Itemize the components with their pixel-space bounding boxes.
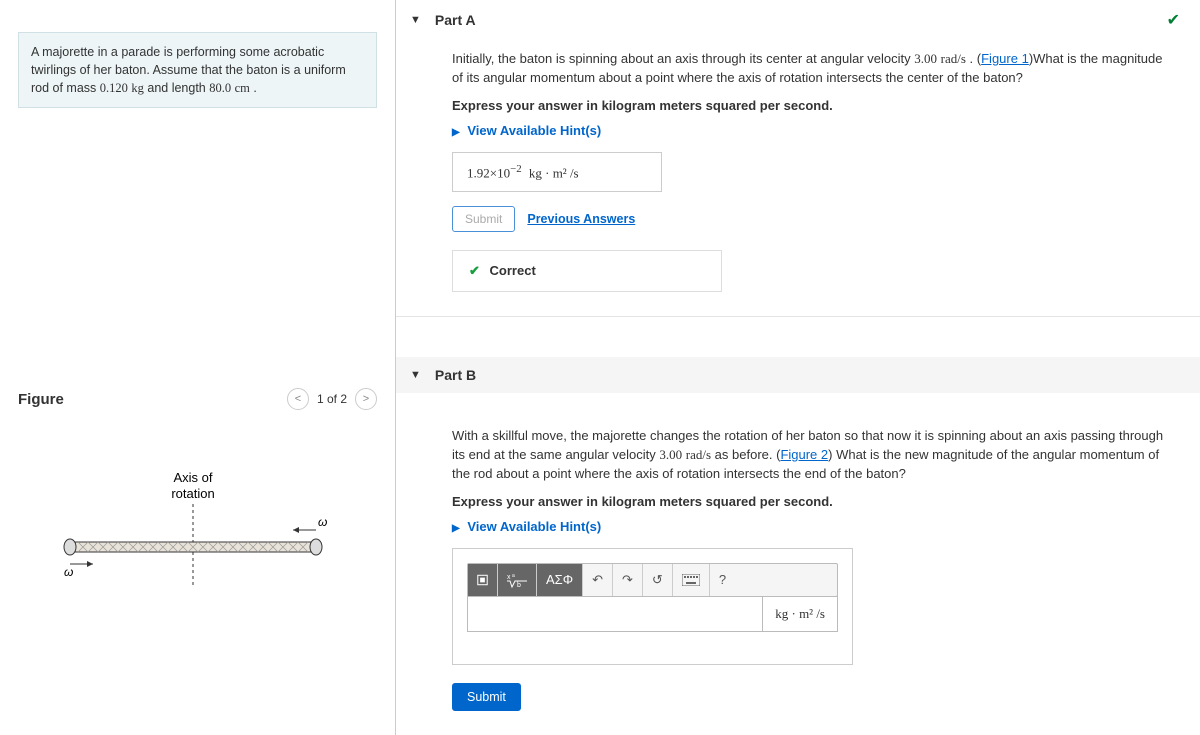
figure-svg: Axis of rotation [18, 460, 358, 620]
part-a-question: Initially, the baton is spinning about a… [452, 50, 1170, 88]
figure-header: Figure < 1 of 2 > [18, 388, 377, 410]
qA-prefix: Initially, the baton is spinning about a… [452, 51, 914, 66]
answer-toolbar: xab ΑΣΦ ↶ ↷ ↺ ? [467, 563, 838, 597]
rod-cap-left [64, 539, 76, 555]
caret-down-icon: ▼ [410, 14, 421, 26]
reset-icon[interactable]: ↺ [643, 564, 673, 596]
answer-input[interactable] [468, 597, 763, 631]
problem-mass: 0.120 [100, 81, 128, 95]
part-a-title: Part A [435, 12, 476, 28]
help-button[interactable]: ? [710, 564, 735, 596]
math-format-icon[interactable]: xab [498, 564, 537, 596]
part-b-instr: Express your answer in kilogram meters s… [452, 494, 1170, 509]
figure-next-button[interactable]: > [355, 388, 377, 410]
axis-label-2: rotation [171, 486, 214, 501]
previous-answers-link[interactable]: Previous Answers [527, 212, 635, 226]
part-b-question: With a skillful move, the majorette chan… [452, 427, 1170, 484]
part-a-header[interactable]: ▼ Part A ✔ [396, 0, 1200, 40]
qB-mid: as before. ( [715, 447, 781, 462]
figure-title: Figure [18, 391, 64, 408]
figure-pager: < 1 of 2 > [287, 388, 377, 410]
answer-units-b: kg · m² /s [763, 597, 837, 631]
svg-text:x: x [507, 574, 511, 581]
part-b: ▼ Part B With a skillful move, the major… [396, 357, 1200, 735]
submit-a-button[interactable]: Submit [452, 206, 515, 232]
correct-check-icon: ✔ [469, 263, 480, 278]
answer-exp: −2 [510, 163, 522, 175]
omega-bot-arrow [87, 561, 93, 567]
qA-val: 3.00 [914, 51, 937, 66]
qA-unit: rad/s [941, 51, 966, 66]
svg-text:b: b [517, 582, 521, 588]
part-a: ▼ Part A ✔ Initially, the baton is spinn… [396, 0, 1200, 317]
omega-bot: ω [64, 565, 73, 579]
part-a-answer-box: 1.92×10−2 kg · m² /s [452, 152, 662, 192]
qB-unit: rad/s [686, 447, 711, 462]
axis-label-1: Axis of [173, 470, 212, 485]
svg-text:a: a [512, 573, 515, 579]
part-a-submit-row: Submit Previous Answers [452, 206, 1170, 232]
figure-region: Figure < 1 of 2 > Axis of rotation [0, 388, 395, 620]
caret-right-icon: ▶ [452, 523, 460, 534]
figure-1-link[interactable]: Figure 1 [981, 51, 1029, 66]
problem-mass-unit: kg [131, 81, 144, 95]
answer-units-a: kg · m² /s [529, 165, 579, 180]
problem-statement: A majorette in a parade is performing so… [18, 32, 377, 108]
left-column: A majorette in a parade is performing so… [0, 0, 395, 735]
right-column: ▼ Part A ✔ Initially, the baton is spinn… [395, 0, 1200, 735]
figure-2-link[interactable]: Figure 2 [780, 447, 828, 462]
caret-down-icon: ▼ [410, 369, 421, 381]
omega-top-arrow [293, 527, 299, 533]
figure-pager-text: 1 of 2 [317, 392, 347, 406]
part-a-instr: Express your answer in kilogram meters s… [452, 98, 1170, 113]
part-b-hints[interactable]: ▶ View Available Hint(s) [452, 519, 1170, 534]
part-b-header[interactable]: ▼ Part B [396, 357, 1200, 393]
qB-val: 3.00 [659, 447, 682, 462]
problem-text-end: . [253, 81, 256, 95]
part-b-answer-wrapper: xab ΑΣΦ ↶ ↷ ↺ ? kg · m² /s [452, 548, 853, 665]
problem-length: 80.0 [209, 81, 231, 95]
page-container: A majorette in a parade is performing so… [0, 0, 1200, 735]
keyboard-icon[interactable] [673, 564, 710, 596]
problem-text-mid: and length [147, 81, 209, 95]
omega-top: ω [318, 515, 327, 529]
part-b-title: Part B [435, 367, 476, 383]
hints-a-label: View Available Hint(s) [467, 123, 601, 138]
answer-value: 1.92×10 [467, 165, 510, 180]
figure-prev-button[interactable]: < [287, 388, 309, 410]
template-icon[interactable] [468, 564, 498, 596]
answer-input-row: kg · m² /s [467, 596, 838, 632]
undo-icon[interactable]: ↶ [583, 564, 613, 596]
check-icon: ✔ [1167, 10, 1180, 30]
caret-right-icon: ▶ [452, 127, 460, 138]
correct-feedback: ✔ Correct [452, 250, 722, 292]
problem-length-unit: cm [235, 81, 250, 95]
figure-canvas: Axis of rotation [18, 460, 377, 620]
qA-mid: . ( [970, 51, 982, 66]
hints-b-label: View Available Hint(s) [467, 519, 601, 534]
correct-label: Correct [490, 263, 536, 278]
redo-icon[interactable]: ↷ [613, 564, 643, 596]
submit-b-button[interactable]: Submit [452, 683, 521, 711]
greek-button[interactable]: ΑΣΦ [537, 564, 583, 596]
part-a-hints[interactable]: ▶ View Available Hint(s) [452, 123, 1170, 138]
part-a-body: Initially, the baton is spinning about a… [396, 50, 1200, 292]
part-b-body: With a skillful move, the majorette chan… [396, 403, 1200, 711]
part-b-submit-row: Submit [452, 683, 1170, 711]
rod-cap-right [310, 539, 322, 555]
